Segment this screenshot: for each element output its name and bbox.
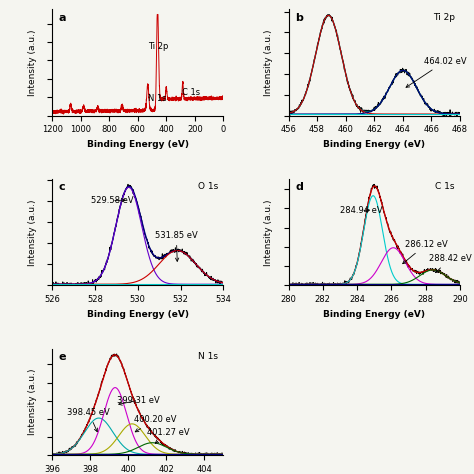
- Text: a: a: [59, 13, 66, 23]
- Text: Ti 2p: Ti 2p: [147, 42, 168, 51]
- X-axis label: Binding Energy (eV): Binding Energy (eV): [87, 310, 189, 319]
- Text: C 1s: C 1s: [182, 88, 200, 97]
- Text: 531.85 eV: 531.85 eV: [155, 231, 198, 261]
- Text: C 1s: C 1s: [435, 182, 455, 191]
- Text: N 1s: N 1s: [148, 94, 167, 103]
- X-axis label: Binding Energy (eV): Binding Energy (eV): [87, 140, 189, 149]
- Text: 400.20 eV: 400.20 eV: [134, 415, 176, 432]
- X-axis label: Binding Energy (eV): Binding Energy (eV): [323, 310, 425, 319]
- Text: 401.27 eV: 401.27 eV: [147, 428, 190, 443]
- Y-axis label: Intensity (a.u.): Intensity (a.u.): [264, 29, 273, 96]
- Y-axis label: Intensity (a.u.): Intensity (a.u.): [264, 199, 273, 265]
- Y-axis label: Intensity (a.u.): Intensity (a.u.): [28, 369, 37, 435]
- Text: d: d: [295, 182, 303, 192]
- Text: 464.02 eV: 464.02 eV: [406, 57, 467, 87]
- Text: 284.94 eV: 284.94 eV: [340, 206, 383, 215]
- Text: b: b: [295, 13, 303, 23]
- X-axis label: Binding Energy (eV): Binding Energy (eV): [323, 140, 425, 149]
- Y-axis label: Intensity (a.u.): Intensity (a.u.): [28, 29, 37, 96]
- Text: Ti 2p: Ti 2p: [433, 13, 455, 22]
- Text: 529.58 eV: 529.58 eV: [91, 196, 133, 205]
- Y-axis label: Intensity (a.u.): Intensity (a.u.): [28, 199, 37, 265]
- Text: e: e: [59, 352, 66, 362]
- Text: c: c: [59, 182, 65, 192]
- Text: 288.42 eV: 288.42 eV: [429, 254, 472, 273]
- Text: N 1s: N 1s: [198, 352, 219, 361]
- Text: 398.45 eV: 398.45 eV: [67, 408, 110, 432]
- Text: 286.12 eV: 286.12 eV: [403, 240, 448, 264]
- Text: 399.31 eV: 399.31 eV: [117, 396, 160, 405]
- Text: O 1s: O 1s: [198, 182, 219, 191]
